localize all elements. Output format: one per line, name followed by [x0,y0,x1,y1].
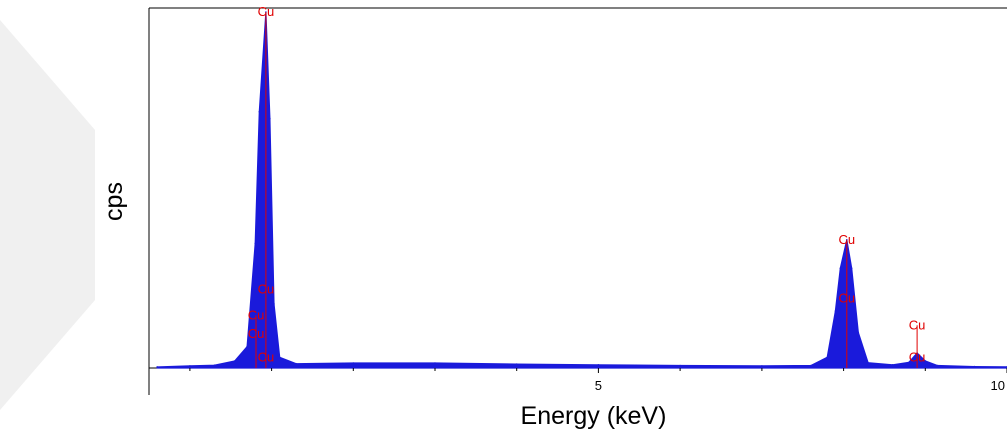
spectrum-point [857,331,860,334]
peak-label: Cu [248,326,265,341]
spectrum-point [850,267,853,270]
spectrum-point [810,364,812,367]
watermark-chevron [0,20,95,410]
spectrum-point [434,362,436,364]
peak-label: Cu [909,317,926,332]
spectrum-point [891,364,894,366]
spectrum-point [834,310,837,312]
spectrum-point [352,362,355,364]
spectrum-point [867,361,869,364]
spectrum-layer [156,11,1007,369]
peak-marker-layer: Cu Cu Cu Cu Cu Cu Cu Cu Cu [248,4,926,368]
peak-label: Cu [909,349,926,364]
spectrum-point [679,364,681,367]
spectrum-point [839,267,842,270]
spectrum-point [924,360,927,362]
spectrum-point [234,360,236,362]
spectrum-point [826,356,828,359]
spectrum-point [597,364,600,366]
spectrum-area [156,11,1007,369]
peak-label: Cu [258,349,275,364]
spectrum-point [213,364,216,367]
spectrum-point [973,365,976,368]
spectrum-point [936,364,939,367]
x-tick-layer: 5 10 [189,368,1007,393]
spectrum-point [273,303,275,305]
peak-label: Cu [258,282,275,297]
x-axis-title: Energy (keV) [520,402,667,430]
spectrum-point [189,365,191,367]
x-tick-label: 5 [595,378,602,393]
y-axis-title: cps [99,182,128,221]
peak-label: Cu [258,4,275,19]
peak-label: Cu [838,291,855,306]
spectrum-point [908,361,910,364]
spectrum-point [295,362,297,365]
spectrum-point [258,110,261,113]
peak-label: Cu [248,307,265,322]
spectrum-point [254,242,256,245]
spectrum-point [278,356,281,359]
x-tick-label: 10 [991,378,1005,393]
spectrum-point [515,363,518,365]
spectrum-point [269,118,271,120]
spectrum-point [761,365,763,367]
spectrum-point [246,345,248,348]
peak-label: Cu [838,232,855,247]
spectrum-point [156,366,158,368]
